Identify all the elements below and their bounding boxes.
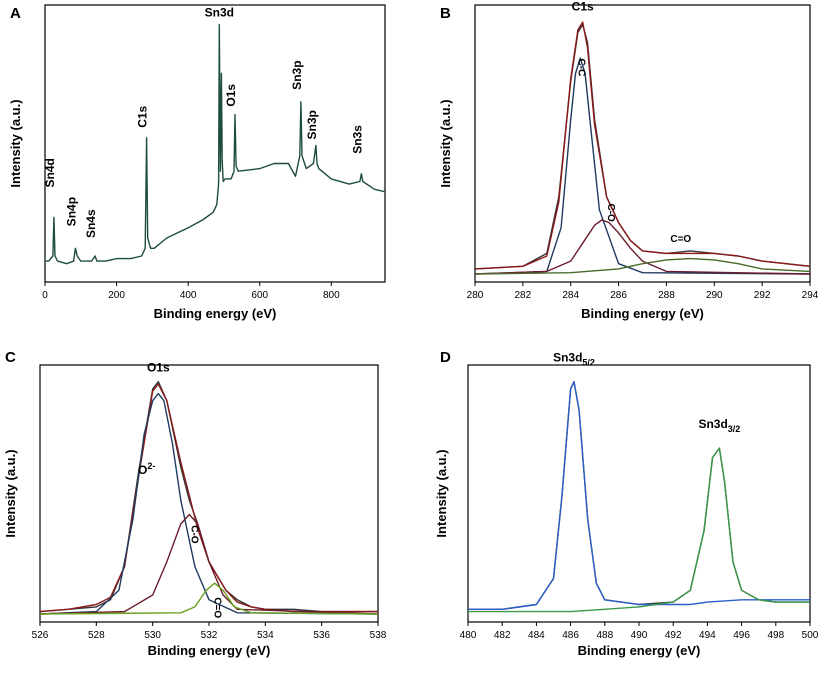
series-line-1 [39,383,378,613]
x-tick-label: 492 [665,630,682,641]
x-tick-label: 530 [144,630,161,641]
x-tick-label: 484 [528,630,545,641]
peak-label: O2- [138,461,155,477]
x-tick-label: 534 [257,630,274,641]
panel-d: D 480 482 484 486 488 490 492 494 496 498 500 Bindin… [434,349,819,658]
series-line-0 [45,24,386,265]
series-line-3 [39,513,379,615]
x-tick-label: 486 [562,630,579,641]
x-tick-label: 200 [108,290,125,301]
x-tick-label: 480 [460,630,477,641]
x-axis-label: Binding energy (eV) [581,306,704,321]
x-tick-label: 280 [467,290,484,301]
x-tick-label: 532 [201,630,218,641]
peak-label: Sn3d3/2 [698,417,740,434]
panel-c: C 526 528 530 532 534 536 538 Binding energy (eV… [3,349,387,658]
x-tick-label: 490 [631,630,648,641]
x-tick-label: 500 [802,630,819,641]
peak-label: Sn3p [305,110,319,139]
y-axis-label: Intensity (a.u.) [434,449,449,537]
x-tick-label: 526 [32,630,49,641]
series-line-0 [468,381,810,610]
peak-label: C-O [188,525,199,544]
peak-label: C1s [136,105,150,127]
panel-letter: D [440,349,451,366]
x-tick-label: 528 [88,630,105,641]
series-line-2 [474,57,811,275]
series-line-4 [39,582,379,615]
x-tick-label: 538 [370,630,387,641]
x-tick-label: 292 [754,290,771,301]
x-tick-label: 400 [180,290,197,301]
peak-label: O1s [224,84,238,107]
panel-b: B 280 282 284 286 288 290 292 294 Binding energy … [438,0,819,321]
x-tick-label: 288 [658,290,675,301]
series-line-1 [468,381,810,610]
x-tick-label: 536 [313,630,330,641]
peak-label: Sn3d [205,6,234,20]
x-tick-label: 0 [42,290,48,301]
x-tick-label: 498 [767,630,784,641]
series-line-0 [474,24,811,270]
panel-letter: C [5,349,16,366]
y-axis-label: Intensity (a.u.) [438,99,453,187]
series-line-4 [474,257,811,275]
x-tick-label: 488 [596,630,613,641]
x-axis-label: Binding energy (eV) [154,306,277,321]
plot-frame [39,364,379,623]
peak-label: C-O [605,203,616,222]
peak-label: C=O [670,234,691,245]
x-tick-label: 496 [733,630,750,641]
peak-label: C-C [575,59,586,77]
y-axis-label: Intensity (a.u.) [3,449,18,537]
plot-frame [474,4,811,283]
peak-label-superscript: 2- [147,461,155,471]
peak-label: Sn3p [290,60,304,89]
series-line-2 [39,392,379,615]
x-tick-label: 600 [251,290,268,301]
peak-label: O1s [147,361,170,375]
peak-label-subscript: 5/2 [582,358,595,368]
peak-label: Sn4s [84,209,98,238]
series-line-2 [468,447,810,613]
peak-label: Sn4d [43,158,57,187]
x-tick-label: 284 [562,290,579,301]
x-tick-label: 494 [699,630,716,641]
panel-letter: B [440,5,451,22]
x-axis-label: Binding energy (eV) [148,643,271,658]
x-axis-label: Binding energy (eV) [578,643,701,658]
plot-frame [44,4,386,283]
peak-label: Sn4p [64,197,78,226]
x-tick-label: 282 [515,290,532,301]
peak-label: Sn3s [350,125,364,154]
plot-frame [467,364,811,623]
panel-a: A 0 200 400 600 800 Binding energy (eV) Intensi… [8,4,386,321]
series-line-1 [474,21,811,270]
x-tick-label: 800 [323,290,340,301]
series-line-0 [39,381,378,613]
x-tick-label: 294 [802,290,819,301]
x-tick-label: 482 [494,630,511,641]
y-axis-label: Intensity (a.u.) [8,99,23,187]
peak-label: C=O [212,597,223,618]
peak-label-subscript: 3/2 [728,424,741,434]
x-tick-label: 290 [706,290,723,301]
x-tick-label: 286 [610,290,627,301]
panel-letter: A [10,5,21,22]
peak-label: C1s [572,0,594,14]
